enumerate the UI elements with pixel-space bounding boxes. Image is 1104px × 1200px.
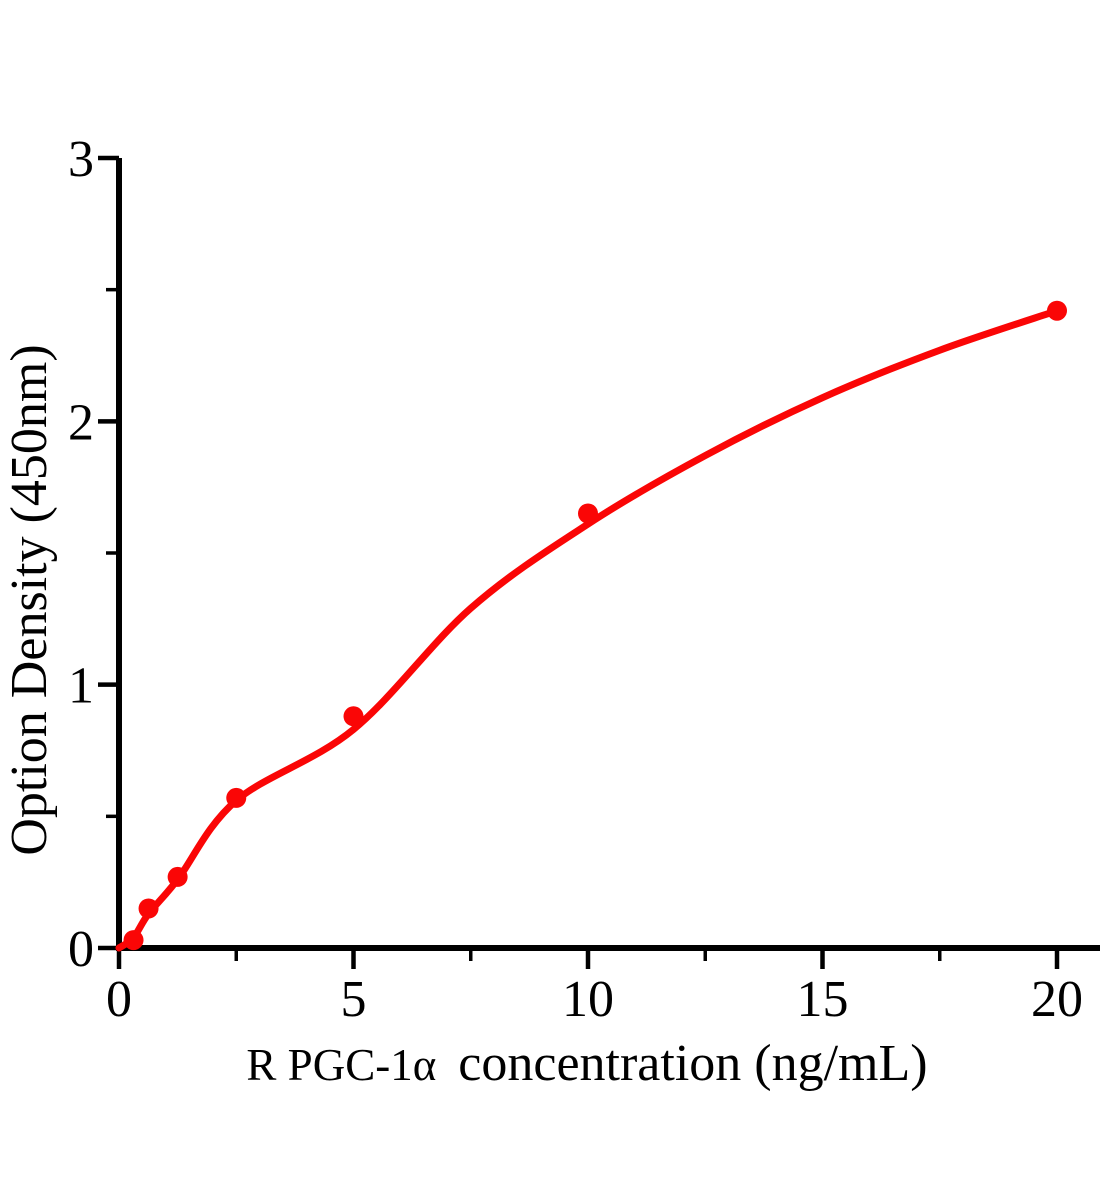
fit-curve-line	[115, 307, 1061, 952]
x-tick-label: 5	[341, 971, 367, 1028]
y-tick-label: 1	[68, 658, 94, 715]
data-point-marker	[226, 787, 247, 808]
x-tick-label: 20	[1031, 971, 1083, 1028]
data-point-marker	[578, 503, 598, 524]
plot-area: 0 5 10 15 20 0 1 2 3	[68, 131, 1100, 1028]
y-axis-title: Option Density (450nm)	[1, 344, 58, 855]
data-point-marker	[123, 930, 144, 951]
x-axis-title-measure: concentration (ng/mL)	[458, 1035, 927, 1092]
x-axis-title-analyte: R PGC-1α	[246, 1040, 436, 1090]
data-point-marker	[343, 706, 364, 727]
data-point-marker	[167, 866, 188, 887]
data-point-marker	[138, 898, 159, 919]
x-tick-label: 10	[562, 971, 614, 1028]
y-tick-label: 3	[68, 131, 94, 188]
data-point-marker	[1047, 300, 1067, 321]
y-tick-label: 2	[68, 394, 94, 451]
x-axis-title: R PGC-1α concentration (ng/mL)	[246, 1035, 927, 1092]
x-tick-label: 0	[106, 971, 132, 1028]
y-tick-label: 0	[68, 921, 94, 978]
x-tick-label: 15	[797, 971, 849, 1028]
